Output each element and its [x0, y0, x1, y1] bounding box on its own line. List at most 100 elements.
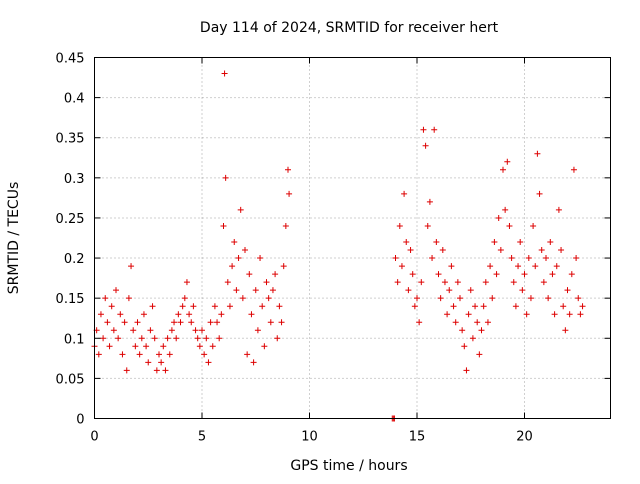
data-point — [257, 255, 264, 262]
data-point — [168, 327, 175, 334]
data-point — [265, 295, 272, 302]
data-point — [579, 303, 586, 310]
data-point — [568, 271, 575, 278]
data-point — [452, 319, 459, 326]
data-point — [510, 279, 517, 286]
data-point — [534, 150, 541, 157]
data-point — [523, 311, 530, 318]
data-point — [274, 335, 281, 342]
data-point — [181, 295, 188, 302]
data-point — [465, 311, 472, 318]
data-point — [435, 271, 442, 278]
y-tick-label: 0.1 — [64, 332, 85, 347]
data-point — [573, 255, 580, 262]
data-point — [426, 198, 433, 205]
data-point — [444, 311, 451, 318]
data-point — [147, 327, 154, 334]
data-point — [543, 255, 549, 262]
data-point — [136, 351, 143, 358]
data-point — [487, 263, 494, 270]
data-point — [489, 295, 496, 302]
data-point — [263, 279, 270, 286]
y-tick-label: 0.45 — [56, 52, 85, 67]
data-point — [401, 190, 408, 197]
data-point — [254, 327, 261, 334]
data-point — [214, 319, 221, 326]
data-point — [239, 295, 246, 302]
y-tick-label: 0.2 — [64, 252, 85, 267]
y-tick-label: 0.4 — [64, 92, 85, 107]
data-point — [409, 271, 416, 278]
x-tick-label: 5 — [198, 430, 206, 445]
y-tick-label: 0.3 — [64, 172, 85, 187]
data-point — [272, 271, 279, 278]
data-point — [113, 287, 119, 294]
data-point — [280, 263, 287, 270]
x-tick-label: 0 — [90, 430, 98, 445]
data-point — [102, 295, 109, 302]
data-point — [446, 287, 453, 294]
data-point — [457, 295, 463, 302]
data-point — [562, 327, 569, 334]
data-point — [558, 247, 565, 254]
data-point — [186, 311, 193, 318]
data-point — [100, 335, 107, 342]
data-point — [132, 343, 139, 350]
data-point — [564, 287, 571, 294]
data-point — [398, 263, 405, 270]
data-point — [577, 311, 584, 318]
data-point — [454, 279, 461, 286]
data-point — [392, 255, 399, 262]
grid-layer — [94, 57, 611, 419]
data-point — [162, 367, 169, 374]
data-point — [216, 335, 223, 342]
data-point — [218, 311, 225, 318]
data-point — [235, 255, 242, 262]
data-point — [140, 311, 147, 318]
data-point — [286, 190, 293, 197]
y-tick-label: 0 — [76, 413, 84, 428]
data-point — [508, 255, 515, 262]
data-point — [201, 351, 208, 358]
data-point — [463, 367, 470, 374]
data-point — [532, 263, 539, 270]
data-point — [525, 255, 532, 262]
data-point — [177, 319, 184, 326]
data-point — [282, 222, 289, 229]
axis-ticks — [94, 57, 611, 419]
y-tick-label: 0.15 — [56, 292, 85, 307]
data-point — [545, 295, 552, 302]
data-point — [190, 303, 197, 310]
data-point — [145, 359, 152, 366]
data-point — [448, 263, 455, 270]
data-point — [441, 279, 448, 286]
data-point — [97, 311, 104, 318]
data-point — [164, 335, 171, 342]
data-point — [173, 335, 180, 342]
data-point — [424, 222, 431, 229]
data-point — [179, 303, 186, 310]
data-point — [482, 279, 489, 286]
data-point — [416, 319, 423, 326]
data-point — [115, 335, 122, 342]
data-point — [502, 206, 509, 213]
data-point — [106, 343, 113, 350]
data-point — [207, 319, 214, 326]
x-tick-labels: 0 5 10 15 20 — [90, 430, 532, 445]
data-point — [194, 335, 201, 342]
data-point — [530, 222, 537, 229]
plot-frame — [94, 57, 611, 419]
data-point — [519, 287, 526, 294]
data-point — [188, 319, 195, 326]
data-point — [160, 343, 167, 350]
data-point — [504, 158, 511, 165]
data-point — [267, 319, 274, 326]
y-tick-label: 0.35 — [56, 132, 85, 147]
data-point — [278, 319, 285, 326]
data-point — [149, 303, 156, 310]
data-point — [237, 206, 244, 213]
data-point — [246, 271, 253, 278]
data-point — [547, 239, 554, 246]
data-point — [108, 303, 115, 310]
